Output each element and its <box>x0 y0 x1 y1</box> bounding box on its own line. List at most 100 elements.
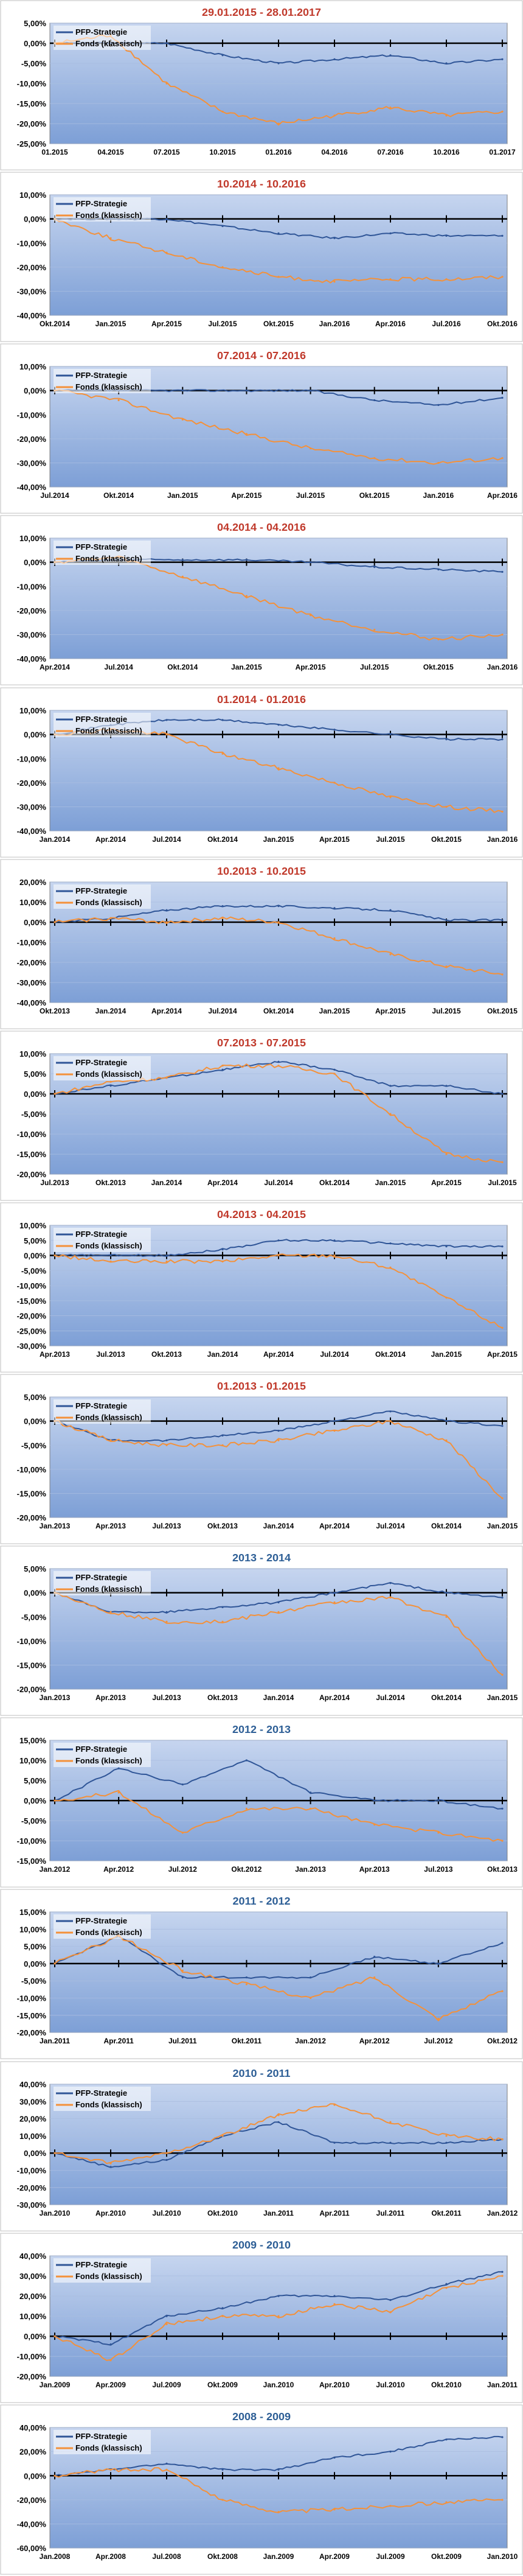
chart-title: 29.01.2015 - 28.01.2017 <box>202 6 321 18</box>
x-tick-label: Jan.2015 <box>263 835 294 844</box>
legend-box <box>54 712 151 737</box>
legend: PFP-Strategie Fonds (klassisch) <box>54 2258 151 2283</box>
data-point <box>165 1076 168 1079</box>
y-tick-label: -10,00% <box>17 938 47 947</box>
y-tick-label: -10,00% <box>17 1465 47 1474</box>
x-tick-label: Jan.2011 <box>487 2381 518 2389</box>
data-point <box>389 2121 392 2123</box>
data-point <box>245 1759 248 1762</box>
data-point <box>389 1419 392 1423</box>
data-point <box>333 1239 336 1242</box>
legend-box <box>54 1399 151 1424</box>
x-tick-label: Jul.2013 <box>424 1865 453 1874</box>
chart-panel: 01.2014 - 01.2016 10,00% 0,00% -10,00% -20,0… <box>0 687 523 858</box>
data-point <box>445 805 448 808</box>
data-point <box>333 728 336 730</box>
data-point <box>277 122 280 125</box>
data-point <box>445 278 448 281</box>
x-tick-label: 10.2015 <box>209 148 236 156</box>
legend-label-strategy: PFP-Strategie <box>75 1745 127 1754</box>
data-point <box>373 629 376 631</box>
x-tick-label: Jul.2014 <box>376 1693 405 1702</box>
legend-label-strategy: PFP-Strategie <box>75 714 127 723</box>
y-tick-label: 5,00% <box>24 1393 46 1402</box>
x-tick-label: Apr.2015 <box>296 663 326 672</box>
data-point <box>501 234 504 237</box>
x-tick-label: Jul.2015 <box>432 1007 461 1015</box>
series-line-fund <box>54 1592 503 1676</box>
x-tick-label: Jan.2015 <box>167 491 198 500</box>
x-tick-label: Jan.2013 <box>295 1865 326 1874</box>
data-point <box>437 462 440 464</box>
x-tick-label: Apr.2009 <box>319 2552 350 2561</box>
y-tick-label: 10,00% <box>19 1049 46 1059</box>
data-point <box>501 1093 504 1095</box>
legend-box <box>54 1743 151 1768</box>
data-point <box>109 2162 112 2165</box>
data-point <box>501 1161 504 1163</box>
data-point <box>309 1807 312 1810</box>
y-tick-label: 30,00% <box>19 2097 46 2106</box>
y-tick-label: 5,00% <box>24 1942 46 1951</box>
x-tick-label: Apr.2014 <box>151 1007 182 1015</box>
legend-box <box>54 2429 151 2454</box>
y-tick-label: 15,00% <box>19 1736 46 1745</box>
data-point <box>181 418 184 421</box>
data-point <box>54 1962 56 1965</box>
legend-box <box>54 1914 151 1939</box>
data-point <box>221 2306 224 2309</box>
data-point <box>501 1245 504 1248</box>
data-point <box>221 225 224 228</box>
data-point <box>445 1439 448 1441</box>
legend: PFP-Strategie Fonds (klassisch) <box>54 2086 151 2111</box>
y-tick-label: 10,00% <box>19 1925 46 1934</box>
chart-panel: 10.2014 - 10.2016 10,00% 0,00% -10,00% -20,0… <box>0 172 523 342</box>
data-point <box>245 559 248 561</box>
data-point <box>437 2018 440 2020</box>
data-point <box>165 733 168 735</box>
data-point <box>333 58 336 60</box>
y-tick-label: -15,00% <box>17 1857 47 1866</box>
data-point <box>333 1419 336 1423</box>
chart-title: 2013 - 2014 <box>232 1552 291 1564</box>
y-tick-label: 0,00% <box>24 215 46 224</box>
legend: PFP-Strategie Fonds (klassisch) <box>54 1055 151 1080</box>
y-tick-label: -20,00% <box>17 2183 47 2192</box>
x-tick-label: Jan.2011 <box>40 2037 70 2046</box>
data-point <box>501 571 504 573</box>
y-tick-label: 0,00% <box>24 1417 46 1426</box>
legend-label-strategy: PFP-Strategie <box>75 1401 127 1410</box>
data-point <box>373 1824 376 1826</box>
chart-panel: 29.01.2015 - 28.01.2017 5,00% 0,00% -5,00% -… <box>0 0 523 170</box>
data-point <box>221 917 224 919</box>
data-point <box>54 1254 56 1256</box>
data-point <box>309 1791 312 1794</box>
data-point <box>389 2298 392 2301</box>
data-point <box>54 2335 56 2337</box>
y-tick-label: -40,00% <box>17 827 47 836</box>
legend-label-strategy: PFP-Strategie <box>75 1916 127 1925</box>
data-point <box>221 1064 224 1067</box>
legend-label-strategy: PFP-Strategie <box>75 371 127 380</box>
data-point <box>501 397 504 399</box>
data-point <box>501 276 504 278</box>
legend-label-strategy: PFP-Strategie <box>75 886 127 895</box>
x-tick-label: Okt.2013 <box>95 1178 126 1187</box>
chart-title: 01.2014 - 01.2016 <box>217 693 306 705</box>
data-point <box>109 1084 112 1087</box>
y-tick-label: 5,00% <box>24 19 46 28</box>
legend-label-strategy: PFP-Strategie <box>75 2432 127 2441</box>
x-tick-label: Apr.2013 <box>359 1865 390 1874</box>
data-point <box>277 1064 280 1067</box>
y-tick-label: 0,00% <box>24 1251 46 1260</box>
y-tick-label: -30,00% <box>17 459 47 468</box>
data-point <box>501 1990 504 1993</box>
data-point <box>165 2158 168 2161</box>
y-tick-label: -5,00% <box>21 1266 47 1275</box>
y-tick-label: 5,00% <box>24 1069 46 1079</box>
data-point <box>389 2450 392 2452</box>
data-point <box>117 399 120 402</box>
data-point <box>165 251 168 254</box>
data-point <box>165 1260 168 1262</box>
y-tick-label: 0,00% <box>24 2471 46 2480</box>
